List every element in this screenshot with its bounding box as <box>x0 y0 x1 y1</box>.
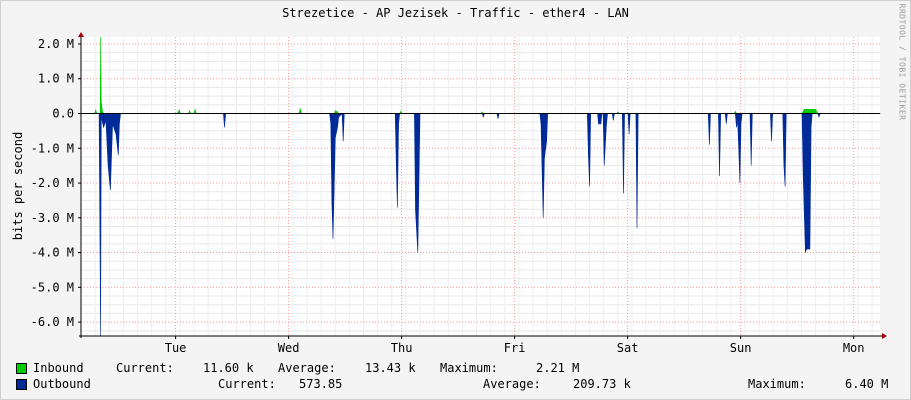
outbound-swatch <box>16 379 27 390</box>
x-tick-label: Sat <box>617 341 639 355</box>
legend-inbound-name: Inbound <box>33 361 84 375</box>
y-tick-label: -1.0 M <box>31 141 74 155</box>
legend-outbound-current-value: 573.85 <box>299 377 343 391</box>
inbound-swatch <box>16 363 27 374</box>
x-tick-label: Fri <box>504 341 526 355</box>
y-tick-label: 0.0 <box>52 106 74 120</box>
legend-outbound-average-value: 209.73 k <box>573 377 631 391</box>
legend-inbound-average-value: 13.43 k <box>365 361 416 375</box>
y-tick-label: -4.0 M <box>31 246 74 260</box>
x-tick-label: Sun <box>730 341 752 355</box>
legend-outbound-maximum-label: Maximum: <box>748 377 806 391</box>
legend-outbound-name: Outbound <box>33 377 91 391</box>
y-tick-label: -2.0 M <box>31 176 74 190</box>
legend-outbound-maximum-value: 6.40 M <box>845 377 889 391</box>
x-tick-label: Tue <box>165 341 187 355</box>
x-tick-label: Mon <box>843 341 865 355</box>
y-tick-label: -3.0 M <box>31 211 74 225</box>
legend-inbound-current-label: Current: <box>116 361 174 375</box>
legend-inbound-current-value: 11.60 k <box>203 361 254 375</box>
y-tick-label: 2.0 M <box>38 37 74 51</box>
x-tick-label: Wed <box>278 341 300 355</box>
legend-inbound-average-label: Average: <box>278 361 336 375</box>
legend-outbound-average-label: Average: <box>483 377 541 391</box>
legend-inbound-maximum-value: 2.21 M <box>536 361 580 375</box>
legend-outbound-current-label: Current: <box>218 377 276 391</box>
y-tick-label: -6.0 M <box>31 315 74 329</box>
x-axis-arrow <box>882 333 887 339</box>
plot-area <box>81 37 880 336</box>
legend-inbound-maximum-label: Maximum: <box>440 361 498 375</box>
y-tick-label: 1.0 M <box>38 72 74 86</box>
x-tick-label: Thu <box>391 341 413 355</box>
y-axis-arrow <box>78 32 84 37</box>
y-tick-label: -5.0 M <box>31 280 74 294</box>
legend: Inbound Current: 11.60 k Average: 13.43 … <box>0 0 888 391</box>
chart-title: Strezetice - AP Jezisek - Traffic - ethe… <box>282 6 629 20</box>
